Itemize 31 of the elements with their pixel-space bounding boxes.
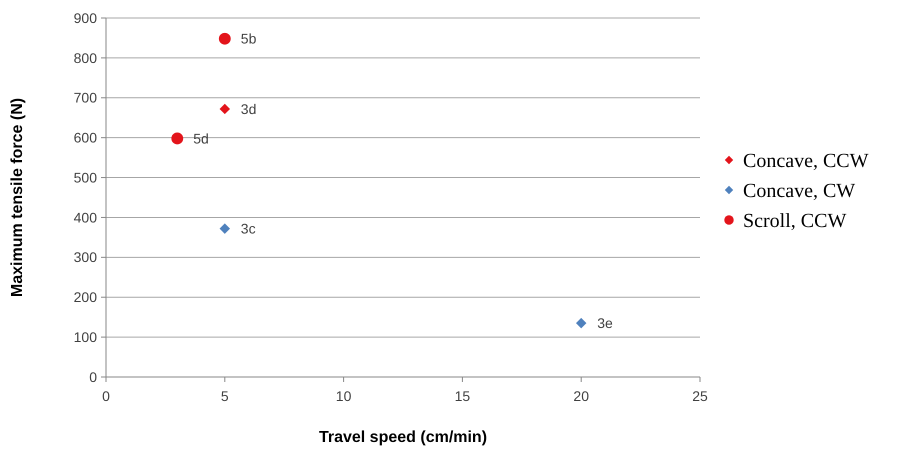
x-tick-label: 0 <box>102 388 110 404</box>
annotation: 3e <box>597 315 613 332</box>
y-tick-label: 0 <box>89 368 98 385</box>
x-tick-label: 15 <box>454 388 470 404</box>
annotation: 3d <box>240 100 256 117</box>
point <box>220 223 230 234</box>
y-tick-label: 600 <box>74 130 98 146</box>
x-tick-label: 20 <box>573 388 590 404</box>
y-tick-label: 200 <box>74 289 98 306</box>
point <box>218 32 231 45</box>
point <box>220 104 230 114</box>
point <box>171 132 184 144</box>
y-tick-label: 100 <box>74 329 98 346</box>
x-tick-label: 10 <box>336 388 352 404</box>
annotation: 5b <box>240 30 257 47</box>
x-tick-label: 25 <box>692 388 708 404</box>
annotation: 5d <box>193 130 209 146</box>
legend-label: Scroll, CCW <box>743 210 846 232</box>
y-axis-title: Maximum tensile force (N) <box>9 98 26 298</box>
point <box>576 318 586 328</box>
y-tick-label: 700 <box>74 90 98 106</box>
y-tick-label: 300 <box>74 249 98 266</box>
y-tick-label: 500 <box>74 169 98 186</box>
x-axis-title: Travel speed (cm/min) <box>318 429 488 446</box>
y-tick-label: 400 <box>74 209 98 226</box>
y-tick-label: 800 <box>74 50 98 66</box>
x-tick-label: 5 <box>220 388 229 404</box>
legend-label: Concave, CW <box>743 180 856 202</box>
y-tick-label: 900 <box>74 10 98 26</box>
legend-label: Concave, CCW <box>743 150 869 172</box>
annotation: 3c <box>240 220 256 237</box>
